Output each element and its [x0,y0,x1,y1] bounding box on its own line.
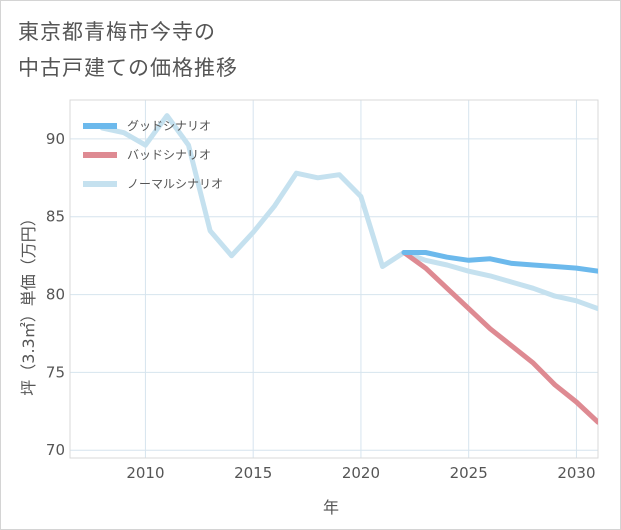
x-tick-label: 2020 [342,464,380,482]
y-tick-label: 80 [46,286,65,304]
legend-label-1: バッドシナリオ [127,148,211,162]
y-axis-label: 坪（3.3㎡）単価（万円） [19,210,38,395]
x-tick-label: 2010 [126,464,164,482]
y-tick-label: 90 [46,130,65,148]
x-axis-label: 年 [323,498,339,517]
x-tick-label: 2015 [234,464,272,482]
legend-label-0: グッドシナリオ [127,119,211,133]
chart-grid [70,100,598,458]
y-tick-label: 85 [46,208,65,226]
y-tick-label: 70 [46,441,65,459]
chart-title: 東京都青梅市今寺の 中古戸建ての価格推移 [18,14,238,86]
x-tick-label: 2030 [557,464,595,482]
plot-border [69,99,599,459]
legend-label-2: ノーマルシナリオ [127,177,223,191]
axis-ticks: 2010 2015 2020 2025 2030 70 75 80 85 90 [46,130,596,482]
x-tick-label: 2025 [450,464,488,482]
y-tick-label: 75 [46,363,65,381]
series-lines [99,113,598,425]
series-line-1 [401,250,598,425]
chart-title-line-2: 中古戸建ての価格推移 [18,56,238,80]
chart-title-line-1: 東京都青梅市今寺の [18,20,216,44]
series-line-2 [99,113,598,312]
series-line-0 [401,250,598,274]
plot-area [69,99,599,459]
